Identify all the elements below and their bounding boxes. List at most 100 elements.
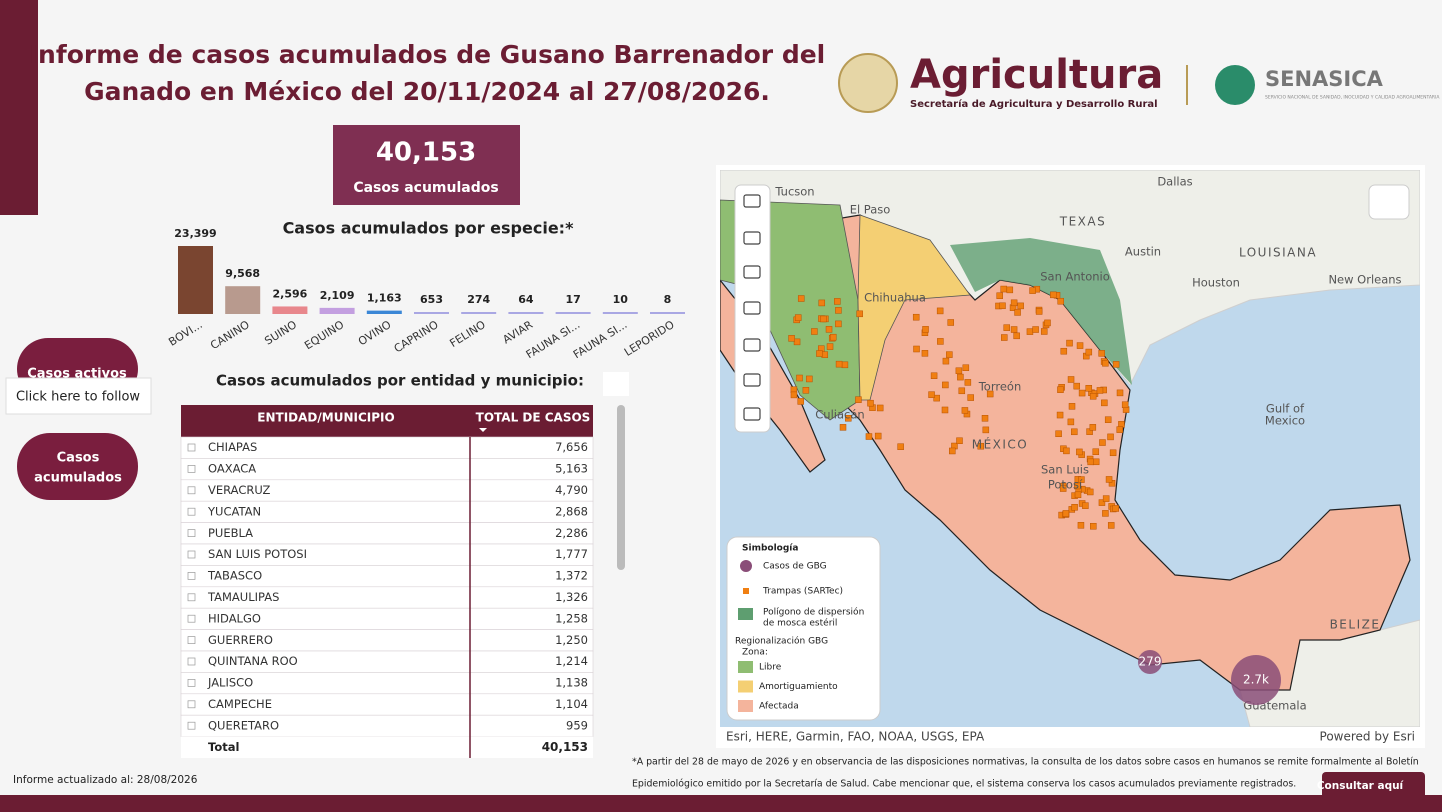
column-header: TOTAL DE CASOS [476, 411, 591, 425]
trap-marker [806, 375, 813, 383]
trap-marker [1112, 361, 1120, 368]
trap-marker [835, 360, 843, 368]
trap-marker [839, 424, 847, 431]
title: Ganado en México del 20/11/2024 al 27/08… [84, 77, 770, 106]
trap-marker [1098, 350, 1105, 357]
trap-marker [816, 350, 823, 357]
trap-marker [996, 292, 1003, 299]
legend-swatch [738, 608, 753, 620]
kpi-label: Casos acumulados [353, 180, 498, 196]
toolbar-icon[interactable] [743, 194, 761, 208]
trap-marker [829, 333, 837, 341]
title: Informe de casos acumulados de Gusano Ba… [29, 40, 826, 69]
nav-button[interactable] [17, 433, 138, 500]
data-label: 274 [467, 293, 490, 306]
expand-box [187, 700, 196, 709]
map-toolbar[interactable] [734, 184, 771, 433]
data-label: 23,399 [174, 227, 216, 240]
expand-box [187, 486, 196, 495]
updated: Informe actualizado al: 28/08/2026 [13, 774, 198, 786]
table-header [181, 405, 593, 437]
trap-marker [1050, 291, 1057, 299]
expand-box [187, 593, 196, 602]
expand-box [187, 550, 196, 559]
kpi-value: 40,153 [376, 138, 476, 168]
expand-box [187, 679, 196, 687]
data-label: 653 [420, 293, 443, 306]
trap-marker [820, 315, 827, 323]
trap-marker [941, 406, 949, 414]
trap-marker [1071, 428, 1078, 436]
cell: SAN LUIS POTOSI [208, 547, 307, 561]
cell: GUERRERO [208, 633, 273, 647]
data-label: 64 [518, 293, 534, 306]
toolbar-icon[interactable] [743, 265, 761, 279]
trap-marker [1086, 488, 1094, 496]
footnote: *A partir del 28 de mayo de 2026 y en ob… [632, 757, 1419, 768]
trap-marker [1089, 393, 1097, 400]
data-label: 8 [664, 293, 672, 306]
trap-marker [1116, 389, 1124, 397]
trap-marker [1057, 386, 1064, 393]
trap-marker [1071, 504, 1078, 511]
trap-marker [949, 447, 956, 455]
trap-marker [955, 367, 963, 375]
trap-marker [797, 398, 805, 405]
toolbar-icon[interactable] [743, 231, 761, 245]
trap-marker [947, 319, 955, 326]
expand-icon[interactable] [603, 372, 629, 396]
trap-marker [1057, 297, 1064, 305]
map-label: LOUISIANA [1239, 246, 1317, 260]
cell: HIDALGO [208, 611, 261, 625]
legend-box [726, 536, 881, 721]
trap-marker [1032, 326, 1039, 333]
cell: QUERETARO [208, 718, 279, 732]
map-label: Mexico [1265, 414, 1305, 428]
trap-marker [961, 407, 969, 414]
cell: YUCATAN [207, 504, 261, 518]
bubble-label: 2.7k [1243, 673, 1269, 687]
cell: TABASCO [207, 569, 262, 583]
cell: CHIAPAS [208, 440, 257, 454]
trap-marker [797, 295, 805, 302]
sterile-fly-polygon [950, 238, 1132, 385]
legend-label: Polígono de dispersión [763, 607, 864, 618]
bar [225, 286, 261, 314]
trap-marker [1101, 399, 1108, 407]
expand-box [187, 443, 196, 452]
trap-marker [856, 310, 863, 318]
trap-marker [826, 343, 834, 350]
cell: 1,777 [555, 547, 588, 561]
cell: CAMPECHE [208, 697, 272, 711]
map-label: Austin [1125, 245, 1161, 259]
attribution: Esri, HERE, Garmin, FAO, NOAA, USGS, EPA [726, 730, 985, 744]
trap-marker [811, 328, 818, 335]
trap-marker [1085, 385, 1093, 392]
trap-marker [1082, 502, 1089, 509]
consult-button[interactable] [1322, 772, 1425, 800]
trap-marker [818, 299, 826, 307]
scrollbar[interactable] [617, 405, 625, 570]
senasica-icon [1215, 65, 1255, 105]
chart-title: Casos acumulados por especie:* [283, 219, 575, 238]
legend-swatch [738, 661, 753, 673]
trap-marker [999, 302, 1006, 310]
legend-label: Afectada [759, 702, 799, 712]
toolbar-icon[interactable] [743, 373, 761, 387]
trap-marker [981, 415, 989, 422]
legend-label: de mosca estéril [763, 618, 837, 629]
map-table-button[interactable] [1368, 184, 1410, 220]
cell: 2,286 [555, 526, 588, 540]
trap-marker [1077, 522, 1085, 529]
cell: JALISCO [207, 676, 253, 690]
trap-marker [1026, 328, 1034, 335]
trap-marker [1087, 458, 1094, 466]
cell: PUEBLA [208, 526, 253, 540]
trap-marker [986, 390, 994, 398]
toolbar-icon[interactable] [743, 301, 761, 315]
data-label: 1,163 [367, 292, 402, 305]
trap-marker [1044, 319, 1051, 327]
map-label: Gulf of [1266, 402, 1305, 416]
toolbar-icon[interactable] [743, 338, 761, 352]
toolbar-icon[interactable] [743, 407, 761, 421]
